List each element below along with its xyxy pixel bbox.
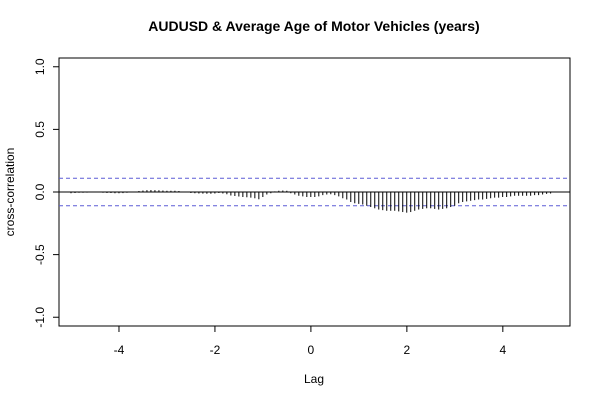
y-tick-label: 1.0	[33, 58, 47, 75]
y-axis-label: cross-correlation	[3, 148, 17, 237]
y-tick-label: 0.0	[33, 183, 47, 200]
x-axis: -4 -2 0 2 4	[114, 325, 506, 357]
x-tick-label: -2	[210, 343, 221, 357]
y-tick-label: -1.0	[33, 307, 47, 328]
y-tick-label: -0.5	[33, 244, 47, 265]
x-axis-label: Lag	[304, 372, 324, 386]
y-tick-label: 0.5	[33, 121, 47, 138]
x-tick-label: 0	[308, 343, 315, 357]
x-tick-label: 2	[404, 343, 411, 357]
y-axis: -1.0 -0.5 0.0 0.5 1.0	[33, 58, 60, 328]
x-tick-label: -4	[114, 343, 125, 357]
x-tick-label: 4	[499, 343, 506, 357]
chart-title: AUDUSD & Average Age of Motor Vehicles (…	[148, 18, 479, 34]
ccf-bars	[70, 189, 552, 213]
